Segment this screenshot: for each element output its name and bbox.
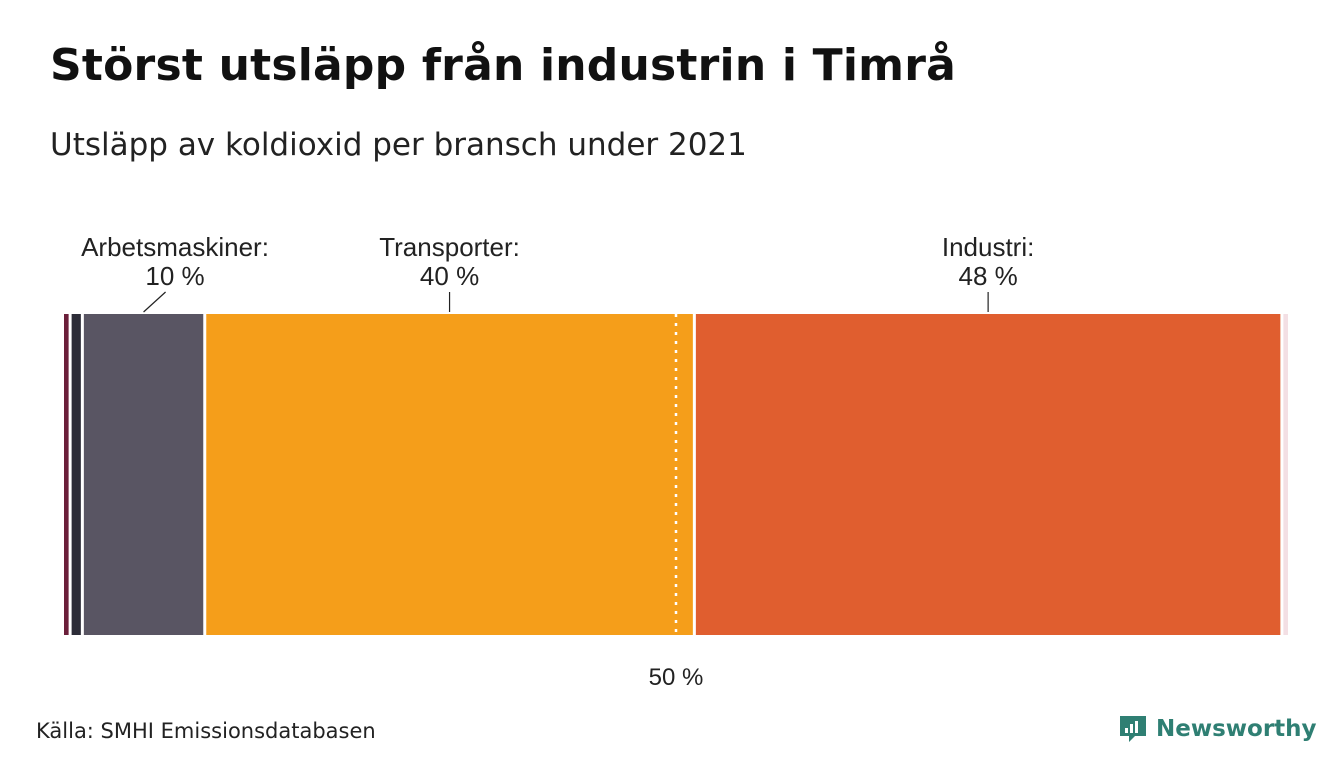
category-label-arbetsmaskiner: Arbetsmaskiner: [81, 232, 269, 262]
label-connector-arbetsmaskiner [143, 291, 166, 313]
chart-title: Störst utsläpp från industrin i Timrå [50, 40, 957, 91]
newsworthy-logo-icon [1120, 716, 1146, 742]
bar-segment-transporter [204, 314, 695, 635]
value-label-transporter: 40 % [420, 261, 479, 291]
bar-segment-segment-2 [70, 314, 83, 635]
chart-subtitle: Utsläpp av koldioxid per bransch under 2… [50, 127, 747, 163]
reference-line-label: 50 % [649, 664, 704, 691]
bar-segment-segment-1 [64, 314, 71, 635]
value-label-arbetsmaskiner: 10 % [145, 261, 204, 291]
bar-segment-arbetsmaskiner [82, 314, 205, 635]
brand-name: Newsworthy [1156, 716, 1317, 742]
value-label-industri: 48 % [958, 261, 1017, 291]
source-note: Källa: SMHI Emissionsdatabasen [36, 719, 376, 743]
category-label-transporter: Transporter: [379, 232, 520, 262]
bar-segment-segment-6 [1281, 314, 1288, 635]
category-label-industri: Industri: [942, 232, 1035, 262]
brand-logo: Newsworthy [1118, 714, 1317, 744]
bar-segment-industri [694, 314, 1282, 635]
